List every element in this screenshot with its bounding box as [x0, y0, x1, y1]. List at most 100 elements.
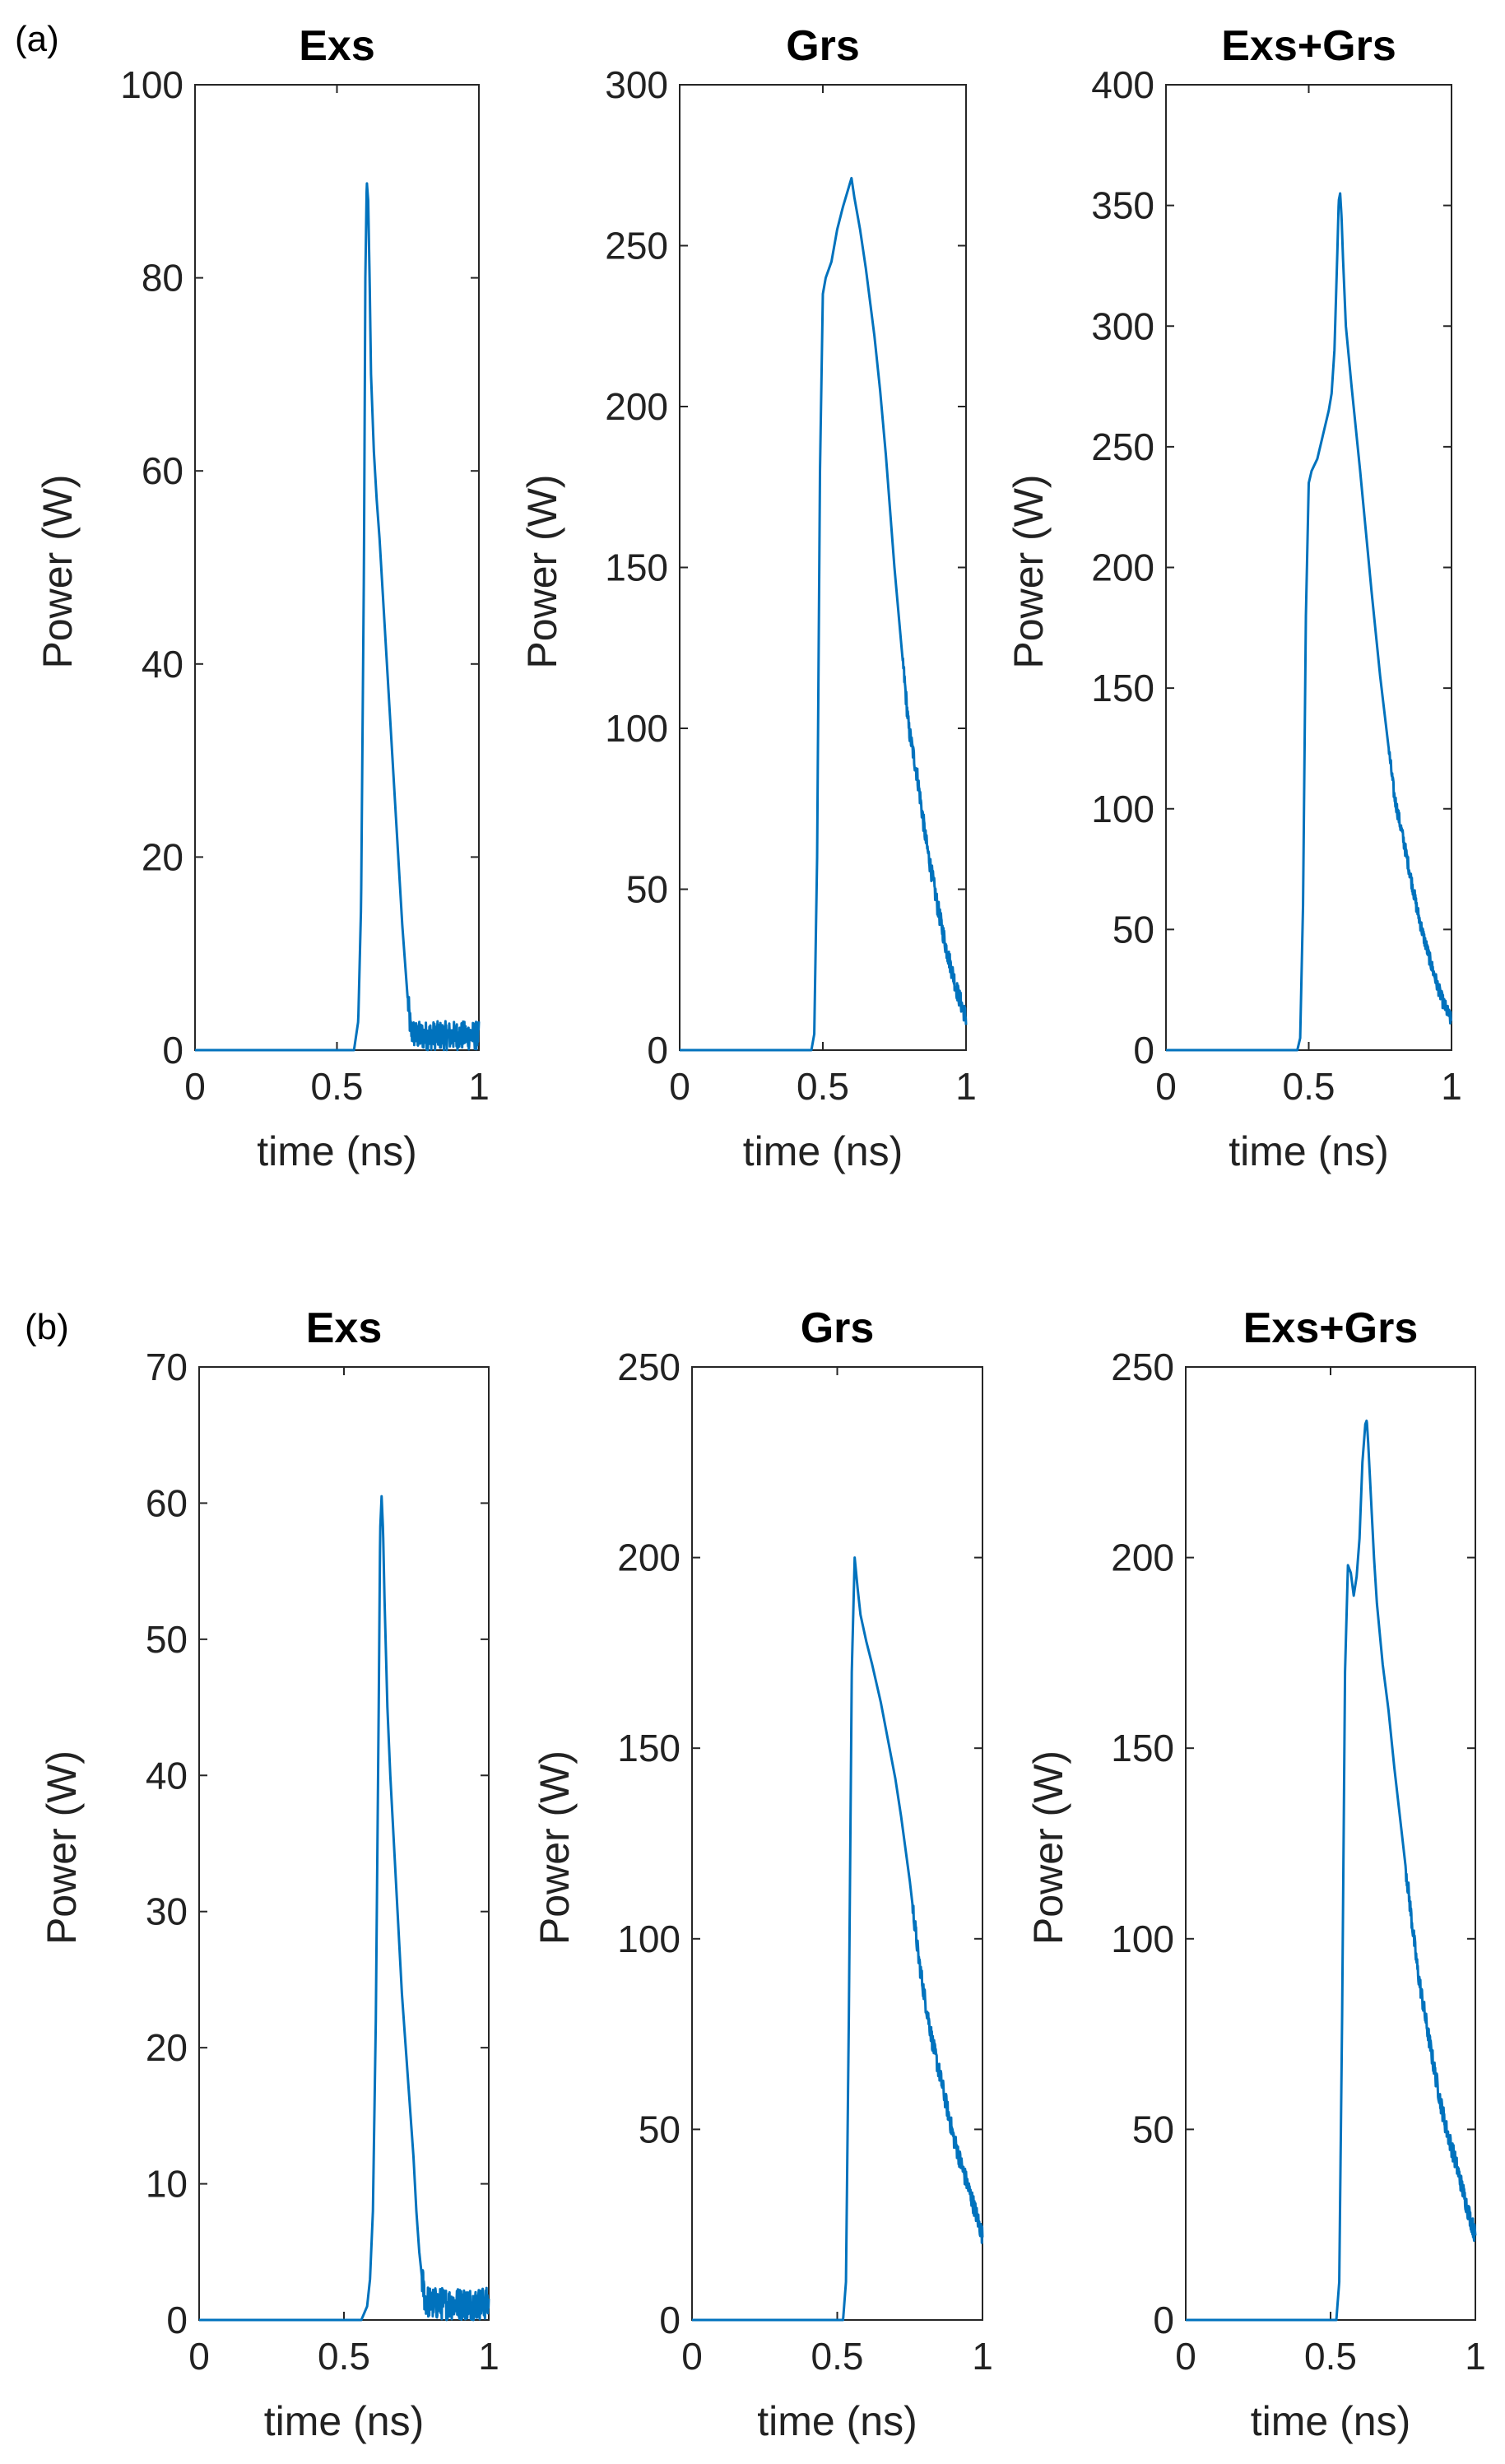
y-tick-label: 100: [120, 63, 183, 106]
y-tick-label: 60: [142, 449, 183, 492]
y-axis-label: Power (W): [35, 474, 81, 668]
y-tick-label: 50: [1132, 2108, 1174, 2150]
series-line: [193, 182, 481, 1052]
series-line: [1164, 192, 1453, 1052]
y-tick-label: 60: [146, 1481, 188, 1524]
chart-3: Exs+Grs 0 50 100 150 200 250 300 350 400 0 0.5 1 time…: [1006, 22, 1462, 1174]
chart-title: Exs: [306, 1304, 383, 1352]
y-tick-label: 400: [1091, 63, 1154, 106]
y-tick-label: 200: [1091, 546, 1154, 589]
x-tick-label: 0.5: [1304, 2335, 1357, 2378]
y-tick-label: 100: [1091, 788, 1154, 830]
y-axis-label: Power (W): [39, 1750, 85, 1945]
chart-title: Exs+Grs: [1243, 1304, 1419, 1352]
x-tick-label: 1: [972, 2335, 993, 2378]
y-tick-label: 0: [1153, 2299, 1174, 2341]
chart-2: Grs 0 50 100 150 200 250 300 0 0.5 1 time (ns) Power…: [519, 22, 977, 1174]
y-tick-label: 50: [626, 868, 668, 911]
y-tick-label: 100: [605, 707, 668, 750]
chart-title: Grs: [801, 1304, 875, 1352]
y-tick-label: 100: [617, 1918, 681, 1960]
chart-6: Exs+Grs 0 50 100 150 200 250 0 0.5 1 time (ns) Powe…: [1025, 1304, 1486, 2444]
y-tick-label: 200: [617, 1537, 681, 1579]
y-tick-label: 0: [162, 1029, 183, 1072]
y-axis-label: Power (W): [532, 1750, 578, 1945]
x-tick-label: 0: [1175, 2335, 1196, 2378]
axes-frame: [679, 84, 967, 1051]
chart-title: Exs: [299, 22, 375, 70]
x-tick-label: 0: [184, 1065, 206, 1108]
y-tick-label: 0: [1133, 1029, 1154, 1072]
y-tick-label: 10: [146, 2163, 188, 2206]
y-tick-label: 200: [1111, 1537, 1174, 1579]
x-axis-label: time (ns): [757, 2398, 917, 2444]
x-tick-label: 0.5: [797, 1065, 849, 1108]
x-tick-label: 0.5: [318, 2335, 370, 2378]
axes-frame: [691, 1366, 983, 2321]
y-tick-label: 20: [146, 2026, 188, 2069]
chart-5: Grs 0 50 100 150 200 250 0 0.5 1 time (ns) Power (W…: [532, 1304, 993, 2444]
y-tick-label: 150: [1091, 667, 1154, 709]
x-axis-label: time (ns): [743, 1128, 903, 1174]
axes-frame: [1185, 1366, 1476, 2321]
y-axis-label: Power (W): [1006, 474, 1052, 668]
y-axis-label: Power (W): [1025, 1750, 1071, 1945]
x-axis-label: time (ns): [264, 2398, 424, 2444]
x-tick-label: 0.5: [811, 2335, 864, 2378]
x-tick-label: 1: [478, 2335, 499, 2378]
y-tick-label: 0: [659, 2299, 681, 2341]
y-tick-label: 200: [605, 385, 668, 428]
axes-frame: [198, 1366, 490, 2321]
x-tick-label: 0: [1155, 1065, 1177, 1108]
y-tick-label: 50: [639, 2108, 681, 2150]
y-tick-label: 30: [146, 1890, 188, 1933]
y-tick-label: 250: [1111, 1346, 1174, 1388]
x-axis-label: time (ns): [1229, 1128, 1388, 1174]
axes-frame: [194, 84, 480, 1051]
y-tick-label: 50: [1112, 908, 1154, 951]
chart-1: Exs 0 20 40 60 80 100 0 0.5 1 time (ns) Power (W): [35, 22, 490, 1174]
y-tick-label: 40: [146, 1754, 188, 1797]
y-tick-label: 250: [1091, 425, 1154, 468]
x-axis-label: time (ns): [1251, 2398, 1410, 2444]
x-tick-label: 1: [1441, 1065, 1462, 1108]
x-tick-label: 1: [955, 1065, 977, 1108]
y-tick-label: 150: [617, 1727, 681, 1769]
x-tick-label: 0: [669, 1065, 690, 1108]
chart-4: Exs 0 10 20 30 40 50 60 70 0 0.5 1 time (ns) Power (W…: [39, 1304, 499, 2444]
y-tick-label: 300: [605, 63, 668, 106]
x-tick-label: 1: [468, 1065, 490, 1108]
y-tick-label: 300: [1091, 305, 1154, 347]
x-axis-label: time (ns): [257, 1128, 416, 1174]
y-tick-label: 100: [1111, 1918, 1174, 1960]
y-tick-label: 50: [146, 1618, 188, 1661]
series-line: [1184, 1419, 1477, 2322]
panel-label-a: (a): [15, 19, 59, 59]
y-tick-label: 40: [142, 643, 183, 686]
x-tick-label: 0: [681, 2335, 703, 2378]
x-tick-label: 0.5: [1283, 1065, 1335, 1108]
y-tick-label: 0: [647, 1029, 668, 1072]
y-tick-label: 350: [1091, 184, 1154, 227]
y-tick-label: 150: [1111, 1727, 1174, 1769]
y-tick-label: 250: [605, 225, 668, 267]
y-tick-label: 150: [605, 546, 668, 589]
chart-title: Exs+Grs: [1221, 22, 1396, 70]
series-line: [197, 1495, 490, 2322]
y-tick-label: 80: [142, 257, 183, 300]
y-tick-label: 250: [617, 1346, 681, 1388]
y-tick-label: 20: [142, 835, 183, 878]
x-tick-label: 1: [1465, 2335, 1486, 2378]
y-axis-label: Power (W): [519, 474, 565, 668]
x-tick-label: 0: [188, 2335, 210, 2378]
x-tick-label: 0.5: [311, 1065, 364, 1108]
chart-title: Grs: [786, 22, 860, 70]
panel-label-b: (b): [25, 1307, 69, 1347]
y-tick-label: 70: [146, 1346, 188, 1388]
series-line: [678, 176, 968, 1052]
axes-frame: [1165, 84, 1452, 1051]
y-tick-label: 0: [166, 2299, 188, 2341]
series-line: [690, 1556, 984, 2322]
